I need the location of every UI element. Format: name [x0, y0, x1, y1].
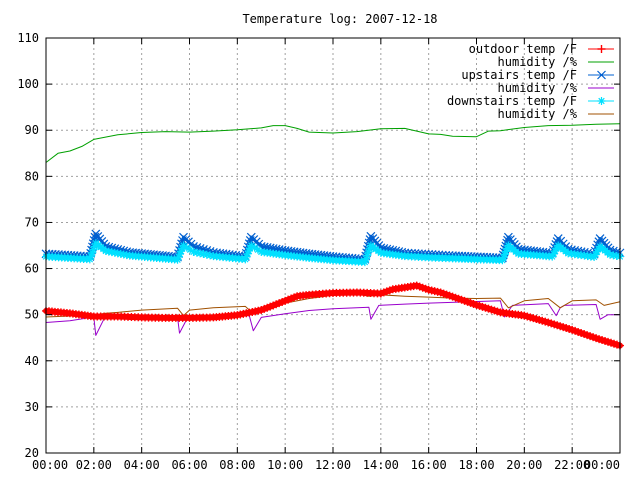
data-point: [244, 247, 253, 256]
data-point: [192, 248, 201, 257]
legend-label: humidity /%: [498, 107, 578, 121]
x-tick-label: 10:00: [267, 458, 303, 472]
legend-label: downstairs temp /F: [447, 94, 577, 108]
legend-label: humidity /%: [498, 81, 578, 95]
x-tick-label: 14:00: [363, 458, 399, 472]
y-tick-label: 90: [25, 123, 39, 137]
series-layer: [41, 123, 625, 350]
data-point: [551, 247, 560, 256]
y-tick-label: 80: [25, 169, 39, 183]
data-point: [503, 235, 512, 245]
data-point: [85, 255, 94, 264]
x-tick-label: 00:00: [584, 458, 620, 472]
y-tick-label: 30: [25, 400, 39, 414]
y-tick-label: 110: [17, 31, 39, 45]
data-point: [196, 249, 205, 258]
data-point: [179, 241, 188, 250]
y-tick-label: 20: [25, 446, 39, 460]
x-tick-label: 18:00: [458, 458, 494, 472]
data-point: [202, 250, 211, 259]
data-point: [498, 256, 507, 265]
x-tick-label: 06:00: [171, 458, 207, 472]
data-point: [206, 251, 215, 260]
legend-entry: humidity /%: [498, 55, 614, 69]
legend-entry: downstairs temp /F: [447, 94, 614, 108]
data-point: [360, 258, 369, 267]
data-point: [175, 250, 184, 259]
data-point: [241, 255, 250, 264]
data-point: [177, 247, 186, 256]
data-point: [363, 251, 372, 260]
data-point: [597, 97, 606, 105]
data-point: [503, 244, 512, 253]
data-point: [242, 252, 251, 261]
data-point: [609, 251, 618, 260]
data-point: [597, 45, 606, 53]
data-point: [87, 252, 96, 261]
legend-label: humidity /%: [498, 55, 578, 69]
legend-label: outdoor temp /F: [469, 42, 577, 56]
data-point: [88, 248, 97, 257]
data-point: [593, 247, 602, 256]
data-point: [499, 253, 508, 262]
data-point: [500, 250, 509, 259]
data-point: [612, 251, 621, 260]
legend-entry: humidity /%: [498, 81, 614, 95]
legend-entry: upstairs temp /F: [461, 68, 614, 82]
data-point: [250, 243, 259, 252]
series-line: [45, 123, 621, 163]
legend-entry: outdoor temp /F: [469, 42, 614, 56]
series-0: [42, 281, 624, 350]
x-tick-label: 08:00: [219, 458, 255, 472]
data-point: [89, 245, 98, 254]
data-point: [591, 250, 600, 259]
data-point: [606, 250, 615, 259]
y-tick-label: 100: [17, 77, 39, 91]
data-point: [365, 244, 374, 253]
data-point: [182, 243, 191, 252]
x-tick-label: 02:00: [76, 458, 112, 472]
data-point: [362, 254, 371, 263]
data-point: [178, 244, 187, 253]
x-tick-label: 16:00: [411, 458, 447, 472]
data-point: [186, 245, 195, 254]
data-point: [548, 252, 557, 261]
data-point: [189, 247, 198, 256]
data-point: [552, 244, 561, 253]
data-point: [243, 249, 252, 258]
y-tick-label: 50: [25, 308, 39, 322]
legend-label: upstairs temp /F: [461, 68, 577, 82]
data-point: [549, 249, 558, 258]
grid: [46, 38, 620, 453]
legend-entry: humidity /%: [498, 107, 614, 121]
x-tick-label: 22:00: [554, 458, 590, 472]
series-4: [42, 239, 624, 267]
y-tick-label: 40: [25, 354, 39, 368]
data-point: [364, 248, 373, 257]
axes: 20 30 40 50 60 70 80 90 100 110 00:00 02:00 04:00 06:…: [17, 31, 621, 472]
data-point: [253, 245, 262, 254]
data-point: [90, 242, 99, 251]
x-tick-label: 04:00: [124, 458, 160, 472]
data-point: [174, 252, 183, 261]
data-point: [501, 247, 510, 256]
series-1: [45, 123, 621, 163]
x-tick-label: 12:00: [315, 458, 351, 472]
x-tick-label: 00:00: [32, 458, 68, 472]
data-point: [173, 255, 182, 264]
data-point: [590, 253, 599, 262]
data-point: [597, 70, 606, 80]
data-point: [199, 250, 208, 259]
data-point: [90, 232, 100, 242]
data-point: [246, 244, 255, 253]
chart-title: Temperature log: 2007-12-18: [242, 12, 437, 26]
x-tick-label: 20:00: [506, 458, 542, 472]
y-tick-label: 70: [25, 215, 39, 229]
data-point: [247, 241, 256, 250]
y-tick-label: 60: [25, 262, 39, 276]
